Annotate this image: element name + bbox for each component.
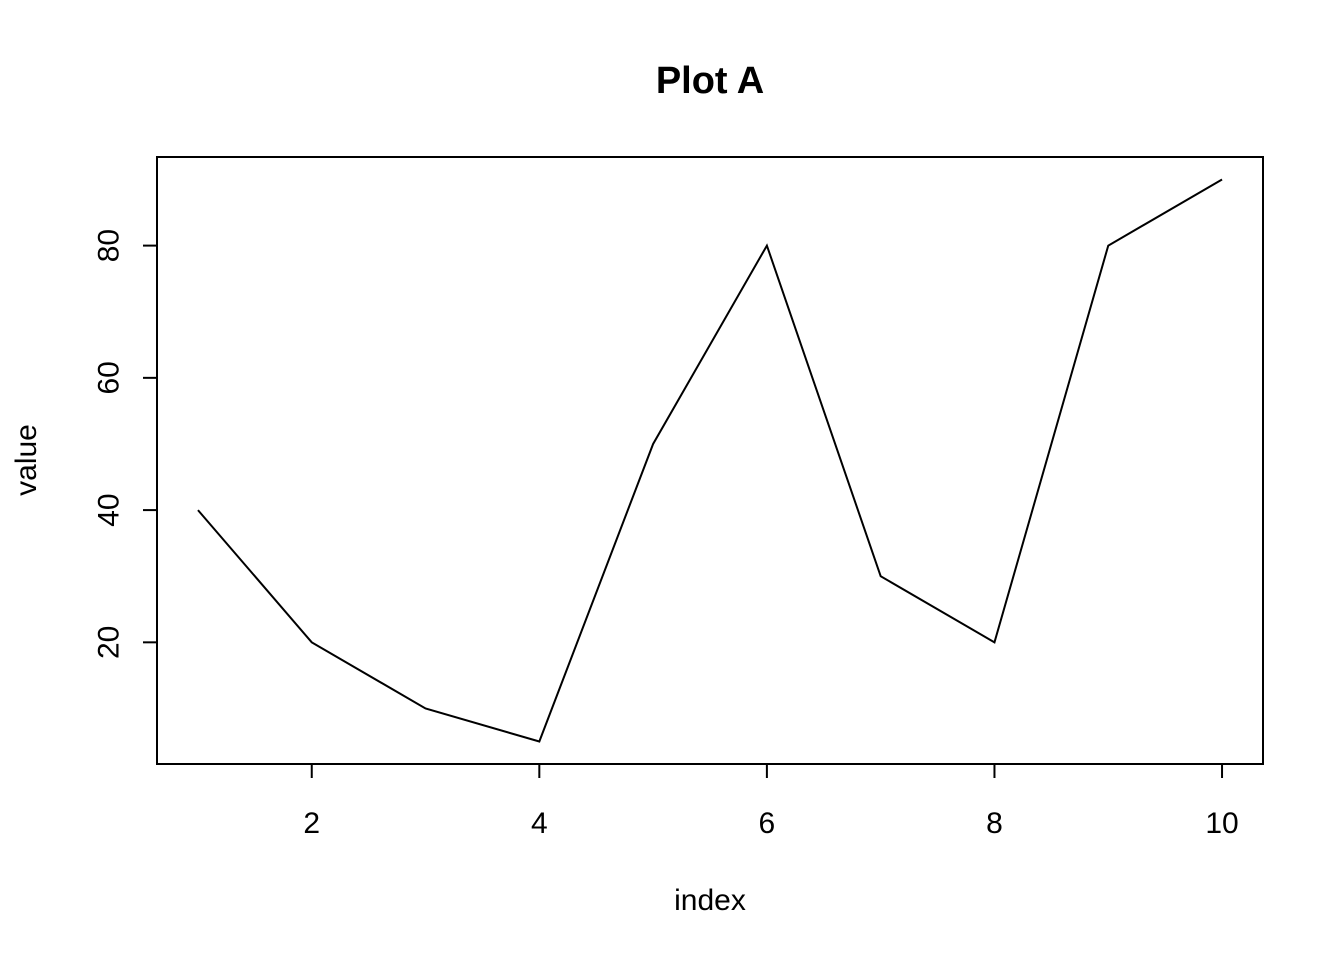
- x-tick-label: 6: [759, 807, 776, 840]
- x-tick-label: 8: [986, 807, 1003, 840]
- x-tick-label: 4: [531, 807, 548, 840]
- series-group: [197, 178, 1223, 743]
- chart-title: Plot A: [656, 60, 764, 102]
- y-tick-label: 80: [93, 229, 126, 262]
- y-axis: 20 40 60 80: [93, 229, 158, 659]
- plot-frame: [156, 156, 1264, 765]
- x-axis: 2 4 6 8 10: [303, 763, 1239, 840]
- x-tick-label: 10: [1205, 807, 1238, 840]
- y-tick-label: 60: [93, 361, 126, 394]
- series-line: [197, 178, 1223, 743]
- y-axis-label: value: [10, 424, 43, 496]
- y-tick-label: 40: [93, 493, 126, 526]
- y-tick-label: 20: [93, 626, 126, 659]
- x-tick-label: 2: [303, 807, 320, 840]
- x-axis-label: index: [674, 884, 746, 917]
